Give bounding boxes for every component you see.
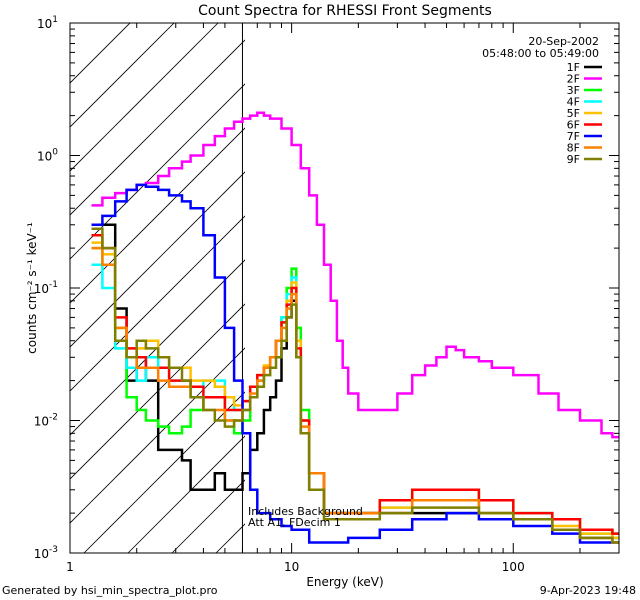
x-tick-label: 10 bbox=[284, 560, 299, 574]
legend-label-4F: 4F bbox=[567, 96, 580, 109]
hatch-line bbox=[70, 171, 245, 348]
y-tick-label: 10-3 bbox=[34, 545, 58, 561]
annotation-background: Includes Background bbox=[248, 505, 363, 518]
series-group bbox=[91, 111, 619, 544]
hatched-region bbox=[70, 0, 640, 553]
hatch-line bbox=[70, 83, 245, 260]
hatch-line bbox=[304, 0, 640, 553]
series-line-8F bbox=[91, 246, 619, 544]
chart-title: Count Spectra for RHESSI Front Segments bbox=[198, 3, 492, 19]
legend-label-5F: 5F bbox=[567, 107, 580, 120]
series-line-9F bbox=[91, 227, 619, 544]
legend-label-8F: 8F bbox=[567, 142, 580, 155]
x-axis-label: Energy (keV) bbox=[306, 575, 383, 589]
hatch-line bbox=[392, 0, 640, 553]
legend-label-2F: 2F bbox=[567, 73, 580, 86]
hatch-line bbox=[70, 23, 175, 128]
hatch-line bbox=[83, 391, 245, 553]
x-axis: 1 10 100 bbox=[66, 23, 620, 574]
hatch-line bbox=[70, 259, 245, 436]
legend-label-7F: 7F bbox=[567, 130, 580, 143]
time-range-label: 05:48:00 to 05:49:00 bbox=[482, 47, 599, 60]
hatch-line bbox=[70, 347, 245, 524]
series-line-6F bbox=[91, 234, 619, 535]
series-line-7F bbox=[91, 183, 619, 544]
y-tick-label: 100 bbox=[37, 148, 58, 164]
hatch-line bbox=[348, 0, 640, 553]
series-line-5F bbox=[91, 241, 619, 540]
y-axis-label: counts cm⁻² s⁻¹ keV⁻¹ bbox=[25, 222, 39, 354]
hatch-line bbox=[70, 215, 245, 392]
x-tick-label: 100 bbox=[502, 560, 525, 574]
hatch-line bbox=[70, 39, 245, 216]
y-tick-label: 10-2 bbox=[34, 413, 58, 429]
hatch-line bbox=[70, 303, 245, 480]
legend-label-3F: 3F bbox=[567, 84, 580, 97]
y-tick-label: 10-1 bbox=[34, 280, 58, 296]
hatch-line bbox=[436, 0, 640, 553]
y-tick-label: 101 bbox=[37, 15, 58, 31]
date-label: 20-Sep-2002 bbox=[528, 35, 599, 48]
y-axis: 101 100 10-1 10-2 10-3 bbox=[34, 15, 619, 561]
plot-frame bbox=[69, 22, 620, 554]
legend-label-1F: 1F bbox=[567, 61, 580, 74]
legend-label-6F: 6F bbox=[567, 119, 580, 132]
hatch-line bbox=[480, 0, 640, 553]
hatch-line bbox=[127, 435, 245, 553]
x-tick-label: 1 bbox=[66, 560, 74, 574]
footer-timestamp: 9-Apr-2023 19:48 bbox=[540, 584, 636, 597]
annotation-attenuator: Att A1, FDecim 1 bbox=[248, 516, 341, 529]
hatch-line bbox=[70, 23, 219, 172]
hatch-line bbox=[70, 23, 131, 84]
series-line-4F bbox=[91, 263, 619, 540]
hatch-line bbox=[70, 127, 245, 304]
footer-generator: Generated by hsi_min_spectra_plot.pro bbox=[2, 584, 218, 597]
hatch-line bbox=[612, 0, 640, 553]
legend-label-9F: 9F bbox=[567, 153, 580, 166]
hatch-line bbox=[524, 0, 640, 553]
hatch-line bbox=[260, 0, 640, 553]
series-line-2F bbox=[91, 111, 619, 439]
